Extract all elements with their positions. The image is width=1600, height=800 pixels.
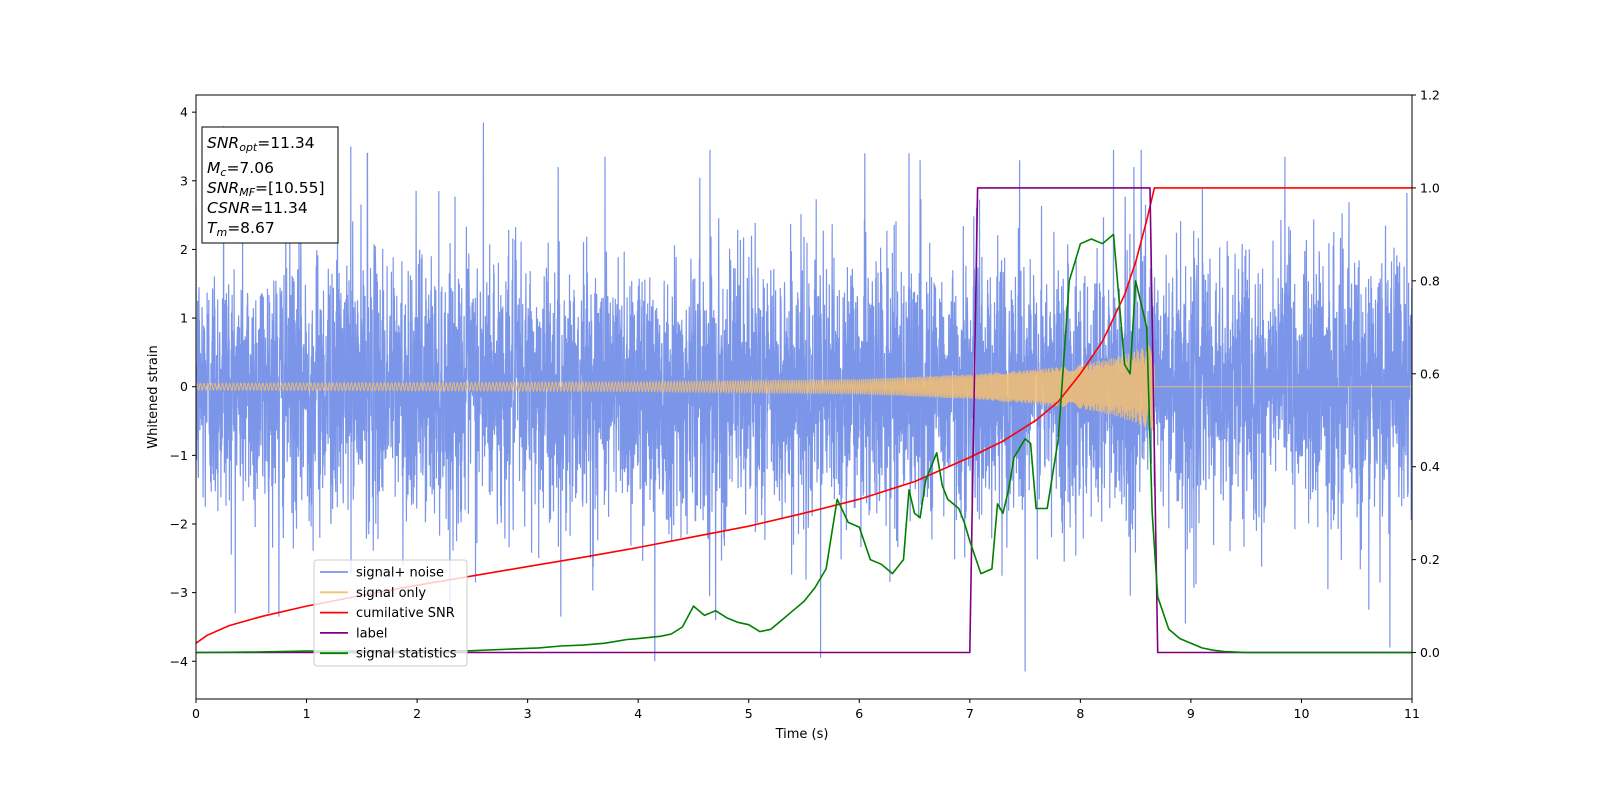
y-tick-label: 4 bbox=[180, 105, 188, 120]
legend-label: signal statistics bbox=[356, 647, 457, 662]
info-snr-mf: SNRMF=[10.55] bbox=[207, 179, 325, 199]
y-tick-label: −4 bbox=[170, 654, 188, 669]
y-axis-title: Whitened strain bbox=[146, 345, 161, 448]
x-tick-label: 6 bbox=[855, 706, 863, 721]
x-tick-label: 8 bbox=[1076, 706, 1084, 721]
y2-tick-label: 0.4 bbox=[1420, 459, 1440, 474]
y2-tick-label: 0.6 bbox=[1420, 366, 1440, 381]
info-tm: Tm=8.67 bbox=[207, 219, 275, 239]
x-tick-label: 1 bbox=[303, 706, 311, 721]
y-axis-left: −4 −3 −2 −1 0 1 2 3 4 bbox=[170, 105, 196, 669]
series-label bbox=[196, 187, 1412, 654]
y2-tick-label: 0.2 bbox=[1420, 552, 1440, 567]
y-tick-label: −3 bbox=[170, 585, 188, 600]
x-tick-label: 2 bbox=[413, 706, 421, 721]
info-box-frame bbox=[201, 126, 339, 244]
legend-label: label bbox=[356, 626, 387, 641]
y-tick-label: 0 bbox=[180, 379, 188, 394]
x-tick-label: 9 bbox=[1187, 706, 1195, 721]
series-signal-only bbox=[196, 344, 1412, 432]
legend: signal+ noise signal only cumilative SNR la… bbox=[313, 559, 468, 667]
legend-label: signal only bbox=[356, 586, 426, 601]
x-tick-label: 4 bbox=[634, 706, 642, 721]
plot-frame bbox=[195, 94, 1413, 700]
x-tick-label: 5 bbox=[745, 706, 753, 721]
y2-tick-label: 1.2 bbox=[1420, 88, 1440, 103]
info-mc: Mc=7.06 bbox=[207, 159, 274, 179]
y-tick-label: −1 bbox=[170, 448, 188, 463]
info-box: SNRopt=11.34 Mc=7.06 SNRMF=[10.55] CSNR=… bbox=[201, 126, 339, 244]
y2-tick-label: 0.8 bbox=[1420, 273, 1440, 288]
y-tick-label: −2 bbox=[170, 516, 188, 531]
y-tick-label: 2 bbox=[180, 242, 188, 257]
series-signal-statistics bbox=[196, 233, 1412, 654]
legend-label: cumilative SNR bbox=[356, 606, 455, 621]
x-tick-label: 7 bbox=[966, 706, 974, 721]
info-snr-opt: SNRopt=11.34 bbox=[207, 134, 315, 154]
y-tick-label: 3 bbox=[180, 173, 188, 188]
legend-frame bbox=[313, 559, 468, 667]
x-tick-label: 11 bbox=[1404, 706, 1420, 721]
info-csnr: CSNR=11.34 bbox=[207, 199, 308, 217]
x-axis: 0 1 2 3 4 5 6 7 8 9 10 11 bbox=[192, 699, 1420, 721]
y2-tick-label: 1.0 bbox=[1420, 180, 1440, 195]
x-axis-title: Time (s) bbox=[775, 727, 829, 742]
y-axis-right: 0.0 0.2 0.4 0.6 0.8 1.0 1.2 bbox=[1412, 88, 1440, 660]
x-tick-label: 3 bbox=[524, 706, 532, 721]
x-tick-label: 10 bbox=[1294, 706, 1310, 721]
legend-label: signal+ noise bbox=[356, 566, 444, 581]
y-tick-label: 1 bbox=[180, 311, 188, 326]
x-tick-label: 0 bbox=[192, 706, 200, 721]
y2-tick-label: 0.0 bbox=[1420, 645, 1440, 660]
series-signal-noise bbox=[196, 122, 1412, 672]
